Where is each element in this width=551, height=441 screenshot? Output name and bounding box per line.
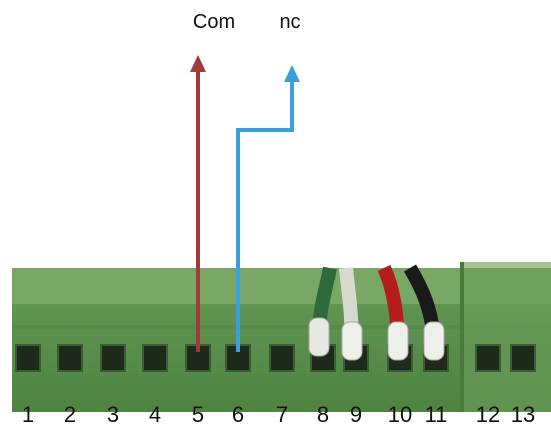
nc-label: nc — [279, 11, 300, 33]
terminal-number: 5 — [192, 402, 204, 427]
terminal-number: 9 — [350, 402, 362, 427]
terminal-number: 4 — [149, 402, 161, 427]
block-right — [464, 262, 551, 412]
terminal-slot — [142, 344, 168, 372]
terminal-number: 10 — [388, 402, 412, 427]
ferrule — [308, 317, 330, 357]
nc-wire — [236, 78, 294, 352]
terminal-number: 8 — [317, 402, 329, 427]
terminal-number: 7 — [276, 402, 288, 427]
terminal-slot — [15, 344, 41, 372]
terminal-number: 6 — [232, 402, 244, 427]
com-arrowhead — [190, 55, 206, 72]
ferrule — [387, 321, 409, 361]
terminal-slot — [57, 344, 83, 372]
terminal-number: 12 — [476, 402, 500, 427]
ferrule — [341, 321, 363, 361]
com-label: Com — [193, 11, 235, 33]
terminal-number: 2 — [64, 402, 76, 427]
block-divider — [460, 262, 464, 412]
nc-arrowhead — [284, 65, 300, 82]
terminal-number: 1 — [22, 402, 34, 427]
terminal-number: 13 — [511, 402, 535, 427]
terminal-slot — [475, 344, 501, 372]
block-ridge — [12, 325, 551, 329]
terminal-slot — [510, 344, 536, 372]
terminal-slot — [269, 344, 295, 372]
terminal-number: 3 — [107, 402, 119, 427]
wires — [308, 264, 445, 361]
ferrule — [423, 321, 445, 361]
terminal-number: 11 — [425, 402, 448, 427]
terminal-slot — [100, 344, 126, 372]
